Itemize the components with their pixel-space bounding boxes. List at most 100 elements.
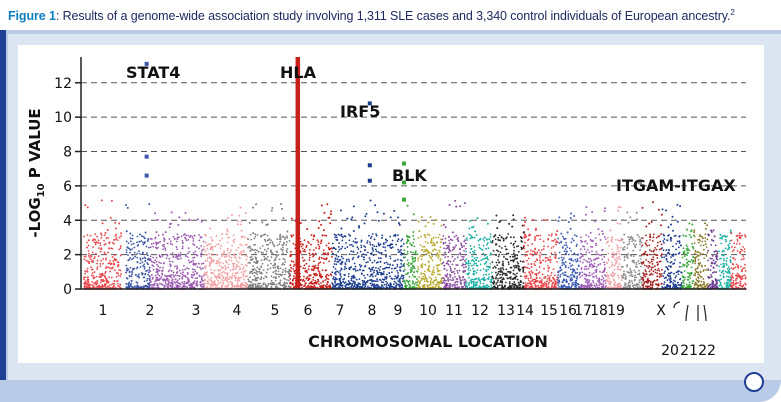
snp-point [200, 245, 203, 247]
snp-point [182, 271, 184, 274]
snp-point [249, 233, 252, 236]
snp-point [331, 252, 334, 255]
snp-point [537, 272, 540, 275]
snp-point [371, 280, 374, 283]
snp-point [332, 276, 335, 278]
snp-point [539, 234, 542, 237]
snp-point [524, 221, 527, 224]
snp-point [261, 234, 264, 237]
snp-point [573, 234, 576, 236]
snp-point [251, 283, 254, 285]
snp-point [215, 262, 218, 265]
snp-point [222, 262, 225, 265]
snp-point [451, 249, 454, 251]
snp-point [402, 270, 405, 273]
snp-point [125, 282, 128, 285]
snp-point [147, 263, 149, 266]
snp-point [240, 251, 243, 254]
snp-point [216, 277, 218, 280]
snp-point [616, 244, 619, 247]
snp-point [567, 266, 570, 269]
snp-point [238, 256, 241, 259]
snp-point [403, 279, 406, 282]
snp-point [436, 283, 439, 286]
snp-point [258, 285, 261, 287]
snp-point [453, 235, 456, 238]
snp-point [492, 283, 495, 285]
snp-point [87, 244, 90, 247]
snp-point [208, 278, 211, 281]
snp-point [254, 283, 257, 286]
snp-point [500, 276, 503, 279]
snp-point [106, 279, 109, 282]
snp-point [286, 236, 289, 239]
snp-point [456, 283, 459, 286]
snp-point [522, 282, 525, 284]
snp-point [483, 239, 486, 242]
snp-point [274, 256, 277, 259]
snp-point [194, 270, 197, 273]
snp-point [535, 274, 538, 277]
snp-point [262, 277, 265, 280]
snp-point [597, 228, 600, 231]
snp-point [232, 264, 235, 267]
snp-point [419, 280, 421, 283]
snp-point [88, 256, 91, 259]
snp-point [435, 285, 437, 287]
snp-point [90, 260, 93, 263]
snp-point [179, 285, 181, 288]
snp-point [475, 286, 477, 289]
snp-point [517, 245, 520, 247]
snp-point [603, 268, 606, 271]
snp-point [420, 273, 422, 275]
snp-point [367, 285, 369, 288]
snp-point [385, 280, 387, 283]
snp-point [554, 256, 556, 259]
snp-point [614, 272, 616, 275]
snp-point [283, 238, 286, 240]
snp-point [523, 233, 526, 236]
snp-point [582, 245, 584, 248]
snp-point [257, 250, 260, 253]
snp-point [373, 269, 376, 272]
snp-point [350, 277, 353, 280]
snp-point [385, 273, 388, 276]
snp-point [454, 275, 456, 278]
snp-point [157, 242, 159, 244]
snp-point [550, 271, 553, 274]
snp-point [448, 203, 451, 206]
snp-point [379, 266, 382, 268]
snp-point [591, 240, 594, 243]
snp-point [316, 239, 319, 242]
snp-point [184, 274, 187, 277]
snp-point [144, 260, 147, 262]
snp-point [428, 254, 431, 257]
snp-point [412, 257, 415, 260]
snp-point [333, 278, 336, 281]
snp-point [429, 256, 432, 259]
snp-point [370, 235, 373, 238]
snp-point [329, 222, 332, 225]
snp-point [469, 234, 472, 237]
snp-point [162, 266, 164, 269]
snp-point [484, 254, 486, 257]
snp-point [417, 236, 420, 239]
snp-point [611, 253, 613, 256]
snp-point [597, 263, 600, 266]
snp-point [516, 261, 519, 264]
snp-point [357, 256, 359, 259]
snp-point [200, 263, 203, 265]
snp-point [145, 245, 148, 248]
snp-point [464, 253, 467, 256]
snp-point [512, 283, 515, 286]
snp-point [96, 285, 99, 288]
snp-point [147, 271, 150, 274]
snp-point [156, 286, 159, 289]
snp-point [375, 250, 378, 253]
snp-point [442, 235, 445, 237]
snp-point [414, 275, 417, 278]
snp-point [310, 234, 313, 236]
snp-point [193, 234, 196, 237]
snp-point [506, 236, 508, 239]
snp-point [319, 273, 322, 276]
